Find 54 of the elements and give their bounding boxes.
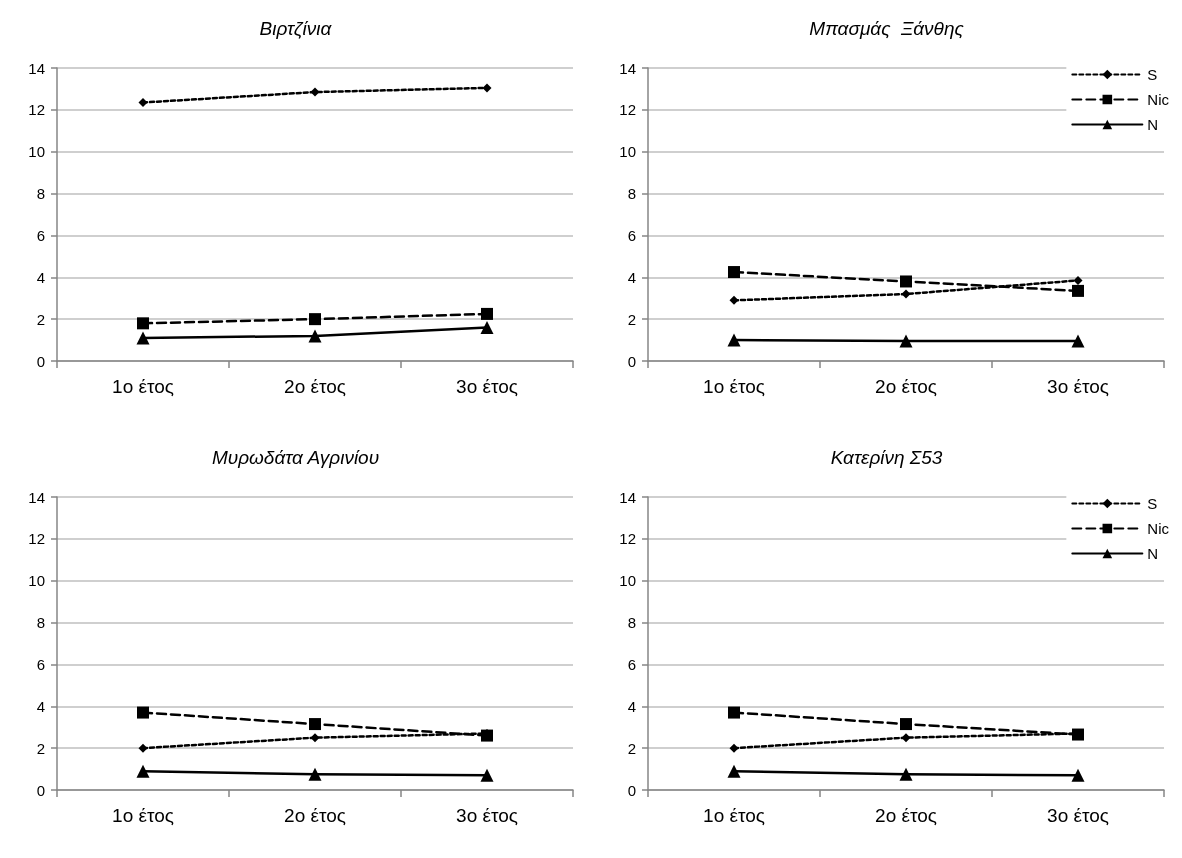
x-tick-label: 2ο έτος bbox=[284, 376, 346, 397]
y-tick-label: 6 bbox=[36, 655, 45, 673]
legend-label: Nic bbox=[1147, 91, 1170, 108]
legend-label: Nic bbox=[1147, 520, 1170, 537]
y-tick-label: 8 bbox=[627, 185, 636, 203]
y-tick-label: 4 bbox=[36, 697, 45, 715]
y-tick-label: 14 bbox=[619, 488, 636, 506]
y-tick-label: 2 bbox=[627, 310, 636, 328]
y-tick-label: 8 bbox=[627, 614, 636, 632]
y-tick-label: 12 bbox=[28, 530, 45, 548]
y-tick-label: 2 bbox=[627, 739, 636, 757]
x-tick-label: 1ο έτος bbox=[112, 805, 174, 826]
y-tick-label: 8 bbox=[36, 614, 45, 632]
x-tick-label: 2ο έτος bbox=[875, 805, 937, 826]
x-tick-label: 3ο έτος bbox=[456, 376, 518, 397]
x-tick-label: 1ο έτος bbox=[112, 376, 174, 397]
y-tick-label: 14 bbox=[28, 59, 45, 77]
x-tick-label: 2ο έτος bbox=[284, 805, 346, 826]
x-tick-label: 3ο έτος bbox=[456, 805, 518, 826]
y-tick-label: 10 bbox=[28, 572, 45, 590]
x-tick-label: 3ο έτος bbox=[1047, 805, 1109, 826]
y-tick-label: 12 bbox=[619, 530, 636, 548]
y-tick-label: 10 bbox=[28, 143, 45, 161]
y-tick-label: 2 bbox=[36, 310, 45, 328]
y-tick-label: 2 bbox=[36, 739, 45, 757]
y-tick-label: 6 bbox=[627, 655, 636, 673]
legend-label: S bbox=[1147, 495, 1158, 512]
chart-title: Μυρωδάτα Αγρινίου bbox=[211, 447, 380, 468]
y-tick-label: 4 bbox=[627, 697, 636, 715]
y-tick-label: 0 bbox=[627, 781, 636, 799]
legend-label: N bbox=[1147, 116, 1159, 133]
y-tick-label: 8 bbox=[36, 185, 45, 203]
y-tick-label: 12 bbox=[28, 101, 45, 119]
y-tick-label: 4 bbox=[627, 268, 636, 286]
y-tick-label: 12 bbox=[619, 101, 636, 119]
chart-title: Βιρτζίνια bbox=[259, 18, 333, 39]
y-tick-label: 6 bbox=[36, 226, 45, 244]
legend-label: S bbox=[1147, 66, 1158, 83]
chart-title: Κατερίνη Σ53 bbox=[830, 447, 943, 468]
y-tick-label: 4 bbox=[36, 268, 45, 286]
x-tick-label: 1ο έτος bbox=[703, 376, 765, 397]
x-tick-label: 1ο έτος bbox=[703, 805, 765, 826]
y-tick-label: 14 bbox=[619, 59, 636, 77]
y-tick-label: 0 bbox=[36, 781, 45, 799]
y-tick-label: 0 bbox=[36, 352, 45, 370]
legend-label: N bbox=[1147, 545, 1159, 562]
y-tick-label: 14 bbox=[28, 488, 45, 506]
y-tick-label: 6 bbox=[627, 226, 636, 244]
chart-title: Μπασμάς Ξάνθης bbox=[809, 18, 965, 39]
y-tick-label: 10 bbox=[619, 572, 636, 590]
y-tick-label: 10 bbox=[619, 143, 636, 161]
x-tick-label: 3ο έτος bbox=[1047, 376, 1109, 397]
y-tick-label: 0 bbox=[627, 352, 636, 370]
x-tick-label: 2ο έτος bbox=[875, 376, 937, 397]
